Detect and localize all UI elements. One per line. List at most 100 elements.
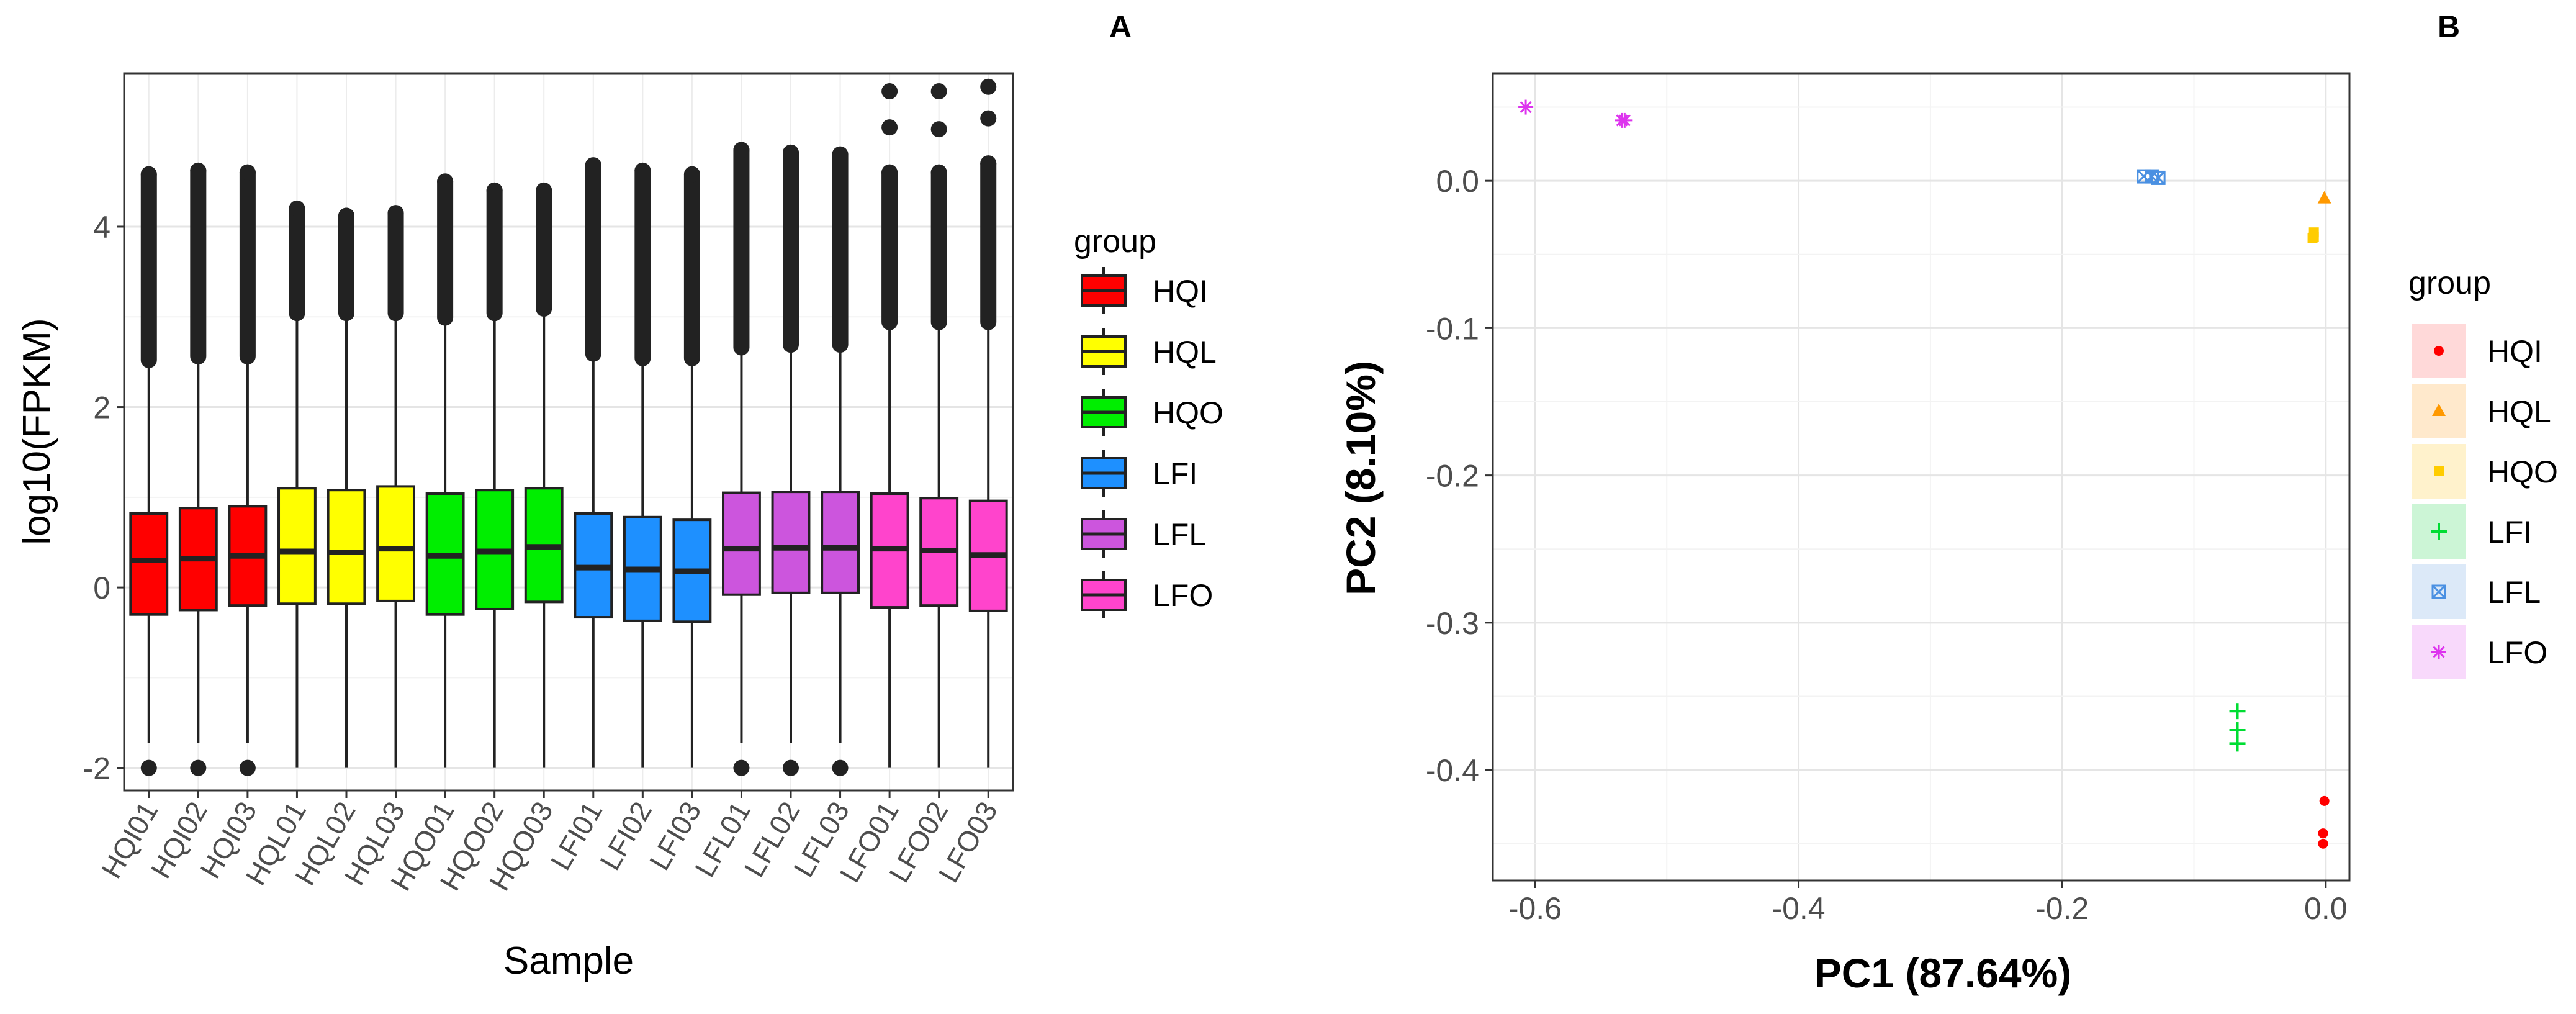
- legend-item-lfi: LFI: [2412, 504, 2532, 559]
- outlier-point: [289, 200, 305, 217]
- outlier-point: [980, 78, 997, 95]
- panel-a-y-axis: -2 0 2 4: [83, 210, 124, 786]
- legend-label: LFI: [2487, 515, 2532, 550]
- series-hql: [2317, 191, 2331, 204]
- legend-item-hql: HQL: [2412, 384, 2551, 438]
- panel-b-x-axis-title: PC1 (87.64%): [1814, 950, 2072, 996]
- outlier-point: [683, 166, 700, 183]
- point-hqi: [2318, 828, 2328, 839]
- box-iqr: [722, 491, 761, 596]
- y-tick-label: -0.4: [1426, 753, 1479, 788]
- legend-label: HQI: [2487, 334, 2542, 369]
- y-tick-label: 4: [93, 210, 110, 245]
- box-lfo02: [919, 83, 959, 768]
- panel-a-plot-background: [124, 73, 1013, 790]
- panel-a-x-axis-title: Sample: [503, 939, 634, 982]
- box-iqr: [277, 487, 317, 605]
- panel-b-plot-border: [1492, 72, 2351, 882]
- outlier-point: [190, 162, 207, 179]
- legend-label: HQI: [1153, 274, 1208, 309]
- legend-key-marker: [2431, 523, 2447, 540]
- panel-b-legend-title: group: [2408, 265, 2491, 301]
- box-lfo01: [870, 83, 909, 768]
- marker-shape: [2318, 828, 2328, 839]
- panel-a-label: A: [1109, 9, 1132, 44]
- panel-a-plot-border: [123, 72, 1014, 792]
- outlier-point: [437, 173, 454, 190]
- box-hql02: [327, 207, 366, 768]
- legend-label: LFL: [1153, 517, 1206, 552]
- outlier-point: [832, 759, 849, 776]
- y-tick-label: -0.3: [1426, 606, 1479, 641]
- panel-a-x-axis: HQI01HQI02HQI03HQL01HQL02HQL03HQO01HQO02…: [95, 790, 1004, 896]
- outlier-point: [387, 205, 404, 222]
- outlier-point: [190, 759, 207, 776]
- point-hqi: [2319, 795, 2330, 806]
- legend-item-lfo: LFO: [2412, 625, 2547, 679]
- point-lfo: [1617, 112, 1633, 128]
- marker-shape: [2431, 584, 2446, 599]
- x-tick-label: LFI01: [544, 796, 609, 876]
- outlier-point: [140, 166, 157, 183]
- outlier-point: [881, 164, 898, 181]
- x-tick-label: -0.4: [1772, 891, 1825, 926]
- box-iqr: [771, 491, 811, 594]
- box-lfi02: [623, 162, 662, 768]
- panel-b-label: B: [2438, 9, 2460, 44]
- panel-b-gridlines: [1493, 73, 2349, 880]
- panel-b-points: [1518, 99, 2331, 849]
- outlier-point: [881, 83, 898, 100]
- outlier-point: [536, 182, 552, 199]
- marker-shape: [2137, 169, 2151, 184]
- outlier-point: [783, 144, 799, 161]
- box-hqo01: [425, 173, 465, 768]
- marker-shape: [2151, 170, 2166, 185]
- outlier-point: [733, 759, 750, 776]
- marker-shape: [1618, 114, 1631, 127]
- marker-shape: [2319, 795, 2330, 806]
- box-hqi03: [228, 164, 268, 776]
- panel-b-plot-background: [1493, 73, 2349, 880]
- marker-shape: [2307, 233, 2318, 243]
- panel-b-legend: HQI HQL HQO LFI LFL LFO: [2412, 324, 2558, 679]
- outlier-point: [585, 157, 601, 174]
- series-hqo: [2307, 227, 2319, 243]
- box-iqr: [376, 485, 415, 602]
- box-lfi03: [672, 166, 712, 768]
- outlier-point: [634, 162, 651, 179]
- marker-shape: [2317, 191, 2331, 204]
- legend-key-marker: [2431, 584, 2446, 599]
- legend-key-marker: [2431, 645, 2446, 659]
- panel-a-boxes: [129, 78, 1008, 776]
- legend-label: LFO: [2487, 635, 2547, 670]
- point-lfo: [1518, 99, 1534, 115]
- legend-item-hqi: HQI: [2412, 324, 2542, 378]
- marker-shape: [2434, 346, 2444, 356]
- box-lfo03: [968, 78, 1008, 768]
- outlier-point: [832, 146, 849, 163]
- point-lfi: [2229, 703, 2246, 720]
- legend-label: HQO: [1153, 396, 1223, 430]
- panel-b-x-axis: -0.6 -0.4 -0.2 0.0: [1508, 880, 2348, 926]
- box-iqr: [821, 491, 860, 594]
- legend-label: HQL: [2487, 394, 2551, 429]
- legend-label: LFO: [1153, 578, 1213, 613]
- legend-label: LFL: [2487, 575, 2541, 610]
- panel-a-y-axis-title: log10(FPKM): [16, 318, 58, 545]
- point-hql: [2317, 191, 2331, 204]
- outlier-point: [930, 83, 947, 100]
- outlier-point: [980, 155, 997, 172]
- box-iqr: [327, 489, 366, 605]
- panel-a: A -2 0 2 4 HQI01HQI02HQI03HQL01HQL02HQL03HQ…: [16, 9, 1223, 982]
- x-tick-label: -0.6: [1508, 891, 1562, 926]
- legend-item-lfl: LFL: [2412, 564, 2541, 619]
- box-hqi02: [178, 162, 218, 776]
- outlier-point: [486, 182, 503, 199]
- series-lfl: [2137, 169, 2166, 185]
- outlier-point: [930, 164, 947, 181]
- panel-b-y-axis: 0.0 -0.1 -0.2 -0.3 -0.4: [1426, 164, 1493, 788]
- legend-label: HQL: [1153, 335, 1217, 369]
- legend-label: LFI: [1153, 456, 1197, 491]
- panel-b-y-axis-title: PC2 (8.10%): [1338, 361, 1384, 595]
